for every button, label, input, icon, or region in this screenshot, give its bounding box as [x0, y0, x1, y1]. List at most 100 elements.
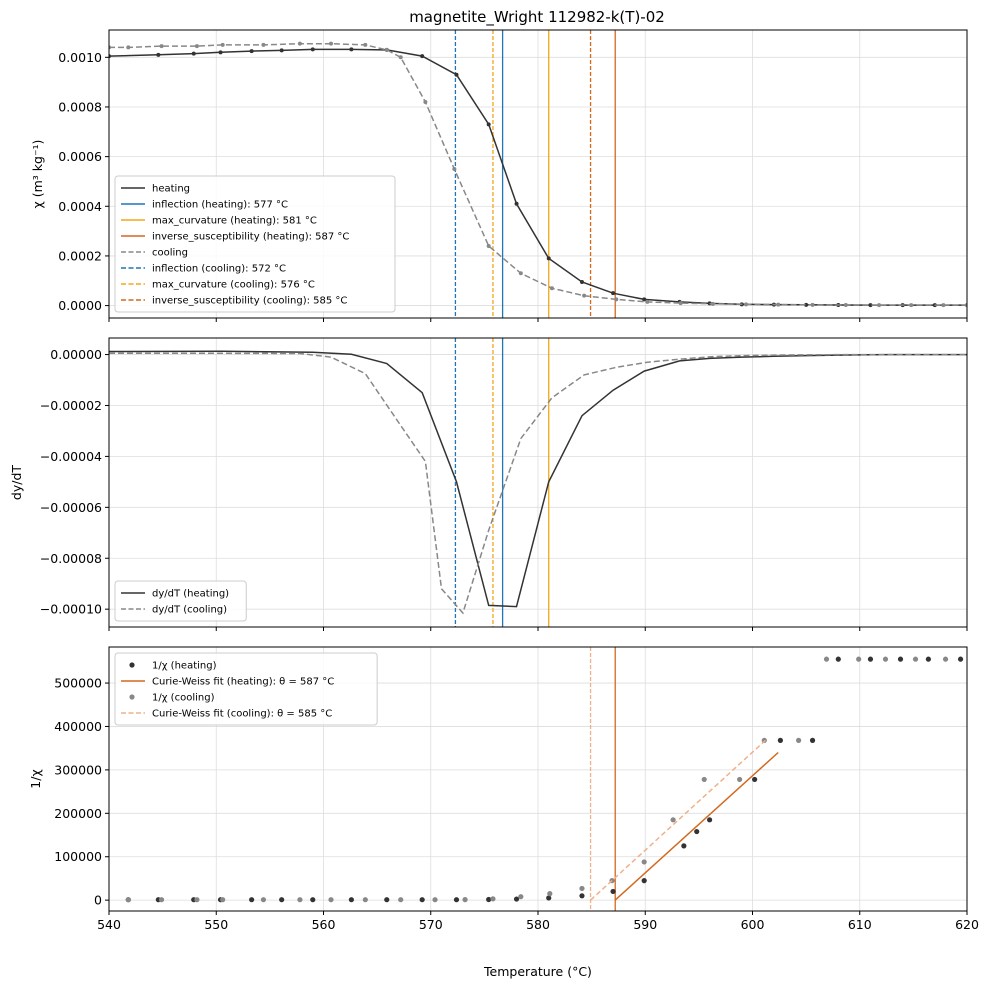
series-1-point	[546, 895, 552, 901]
series-2-point	[432, 897, 438, 903]
series-1-point	[310, 897, 316, 903]
series-1-point	[867, 656, 874, 662]
legend-label: Curie-Weiss fit (cooling): θ = 585 °C	[152, 709, 332, 720]
series-1-point	[809, 737, 816, 743]
series-2-point	[423, 100, 428, 104]
y-tick-label: 0.0010	[58, 50, 102, 65]
y-tick-label: −0.00010	[40, 602, 102, 617]
y-tick-label: 500000	[54, 676, 102, 691]
series-1-point	[348, 897, 354, 903]
series-2-point	[328, 897, 334, 903]
series-2-point	[194, 44, 199, 49]
legend-label: 1/χ (cooling)	[152, 693, 215, 704]
series-2-point	[398, 55, 403, 60]
series-2-point	[194, 897, 200, 903]
legend: 1/χ (heating) Curie-Weiss fit (heating): …	[114, 652, 378, 726]
series-4-fit-line	[590, 739, 766, 901]
legend-marker	[129, 694, 135, 700]
legend-box	[114, 580, 247, 622]
legend-label: cooling	[152, 248, 188, 259]
y-tick-label: 0.0004	[58, 199, 102, 214]
series-2-point	[843, 302, 848, 307]
x-tick-label: 550	[204, 917, 228, 932]
series-2-line	[109, 352, 967, 615]
series-2-point	[518, 894, 524, 900]
series-2-point	[909, 303, 914, 308]
y-tick-label: −0.00002	[40, 398, 102, 413]
x-axis-title: Temperature (°C)	[483, 964, 592, 979]
y-tick-label: −0.00004	[40, 449, 102, 464]
legend-label: inflection (cooling): 572 °C	[152, 264, 286, 275]
legend-label: dy/dT (cooling)	[152, 605, 227, 616]
legend-box	[114, 175, 396, 313]
series-2-point	[126, 45, 131, 50]
y-tick-label: 0.0002	[58, 248, 102, 263]
series-1-point	[420, 54, 425, 59]
series-2-point	[125, 897, 131, 903]
x-tick-label: 600	[741, 917, 765, 932]
series-2-point	[486, 244, 491, 248]
series-1-point	[513, 896, 520, 902]
y-tick-label: 300000	[54, 762, 102, 777]
series-1-point	[868, 303, 873, 308]
series-1-point	[804, 302, 809, 307]
series-2-point	[776, 302, 781, 307]
y-tick-label: −0.00008	[40, 551, 102, 566]
series-2-point	[297, 41, 302, 46]
legend: dy/dT (heating) dy/dT (cooling)	[114, 580, 247, 622]
y-tick-label: 0.0006	[58, 149, 102, 164]
plot-area	[109, 30, 967, 318]
plot-area	[109, 338, 967, 627]
y-tick-label: 0.0008	[58, 99, 102, 114]
y-tick-label: 0	[94, 893, 102, 908]
series-2-point	[329, 41, 334, 46]
series-2-point	[452, 167, 457, 172]
x-tick-label: 590	[633, 917, 657, 932]
y-tick-label: −0.00006	[40, 500, 102, 515]
series-1-point	[925, 656, 931, 662]
series-2-point	[810, 302, 815, 307]
legend-marker	[129, 662, 135, 668]
series-1-point	[486, 122, 491, 127]
y-axis-title: dy/dT	[9, 465, 24, 500]
series-2-point	[384, 47, 389, 52]
series-2-point	[260, 897, 267, 903]
series-2-point	[363, 42, 368, 47]
series-2-point	[518, 271, 523, 276]
series-2-point	[641, 859, 647, 865]
series-1-point	[384, 897, 390, 903]
legend: heating inflection (heating): 577 °C max_c…	[114, 175, 396, 313]
legend-label: 1/χ (heating)	[152, 661, 217, 672]
series-1-point	[486, 896, 492, 903]
series-1-point	[454, 72, 459, 77]
legend-label: inverse_susceptibility (cooling): 585 °C	[152, 296, 347, 307]
y-tick-label: 0.0000	[58, 298, 102, 313]
series-1-point	[897, 656, 904, 662]
series-1-point	[681, 843, 687, 849]
x-tick-label: 540	[97, 917, 121, 932]
series-2-point	[547, 891, 553, 897]
series-2-point	[462, 897, 468, 903]
y-tick-label: 400000	[54, 719, 102, 734]
series-2-point	[941, 303, 946, 308]
series-1-point	[579, 893, 585, 899]
series-2-point	[158, 897, 165, 903]
x-tick-label: 620	[955, 917, 979, 932]
series-2-point	[877, 303, 882, 308]
series-3-fit-line	[614, 751, 779, 901]
series-2-point	[710, 301, 715, 306]
chart-panel-1: 0.0000 0.0002 0.0004 0.0006 0.0008 0.0010 χ (m…	[30, 29, 968, 322]
x-tick-label: 610	[848, 917, 872, 932]
series-1-line	[109, 350, 967, 608]
plot-area	[125, 647, 964, 911]
legend-label: Curie-Weiss fit (heating): θ = 587 °C	[152, 677, 334, 688]
x-tick-label: 580	[526, 917, 550, 932]
chart-panel-3: 0 100000 200000 300000 400000 500000 540 550 560…	[28, 646, 979, 979]
series-2-point	[912, 656, 919, 662]
y-tick-label: 0.00000	[50, 347, 102, 362]
series-1-point	[611, 291, 616, 296]
series-2-point	[490, 896, 496, 902]
series-2-point	[159, 44, 164, 49]
figure-title: magnetite_Wright 112982-k(T)-02	[409, 8, 665, 27]
